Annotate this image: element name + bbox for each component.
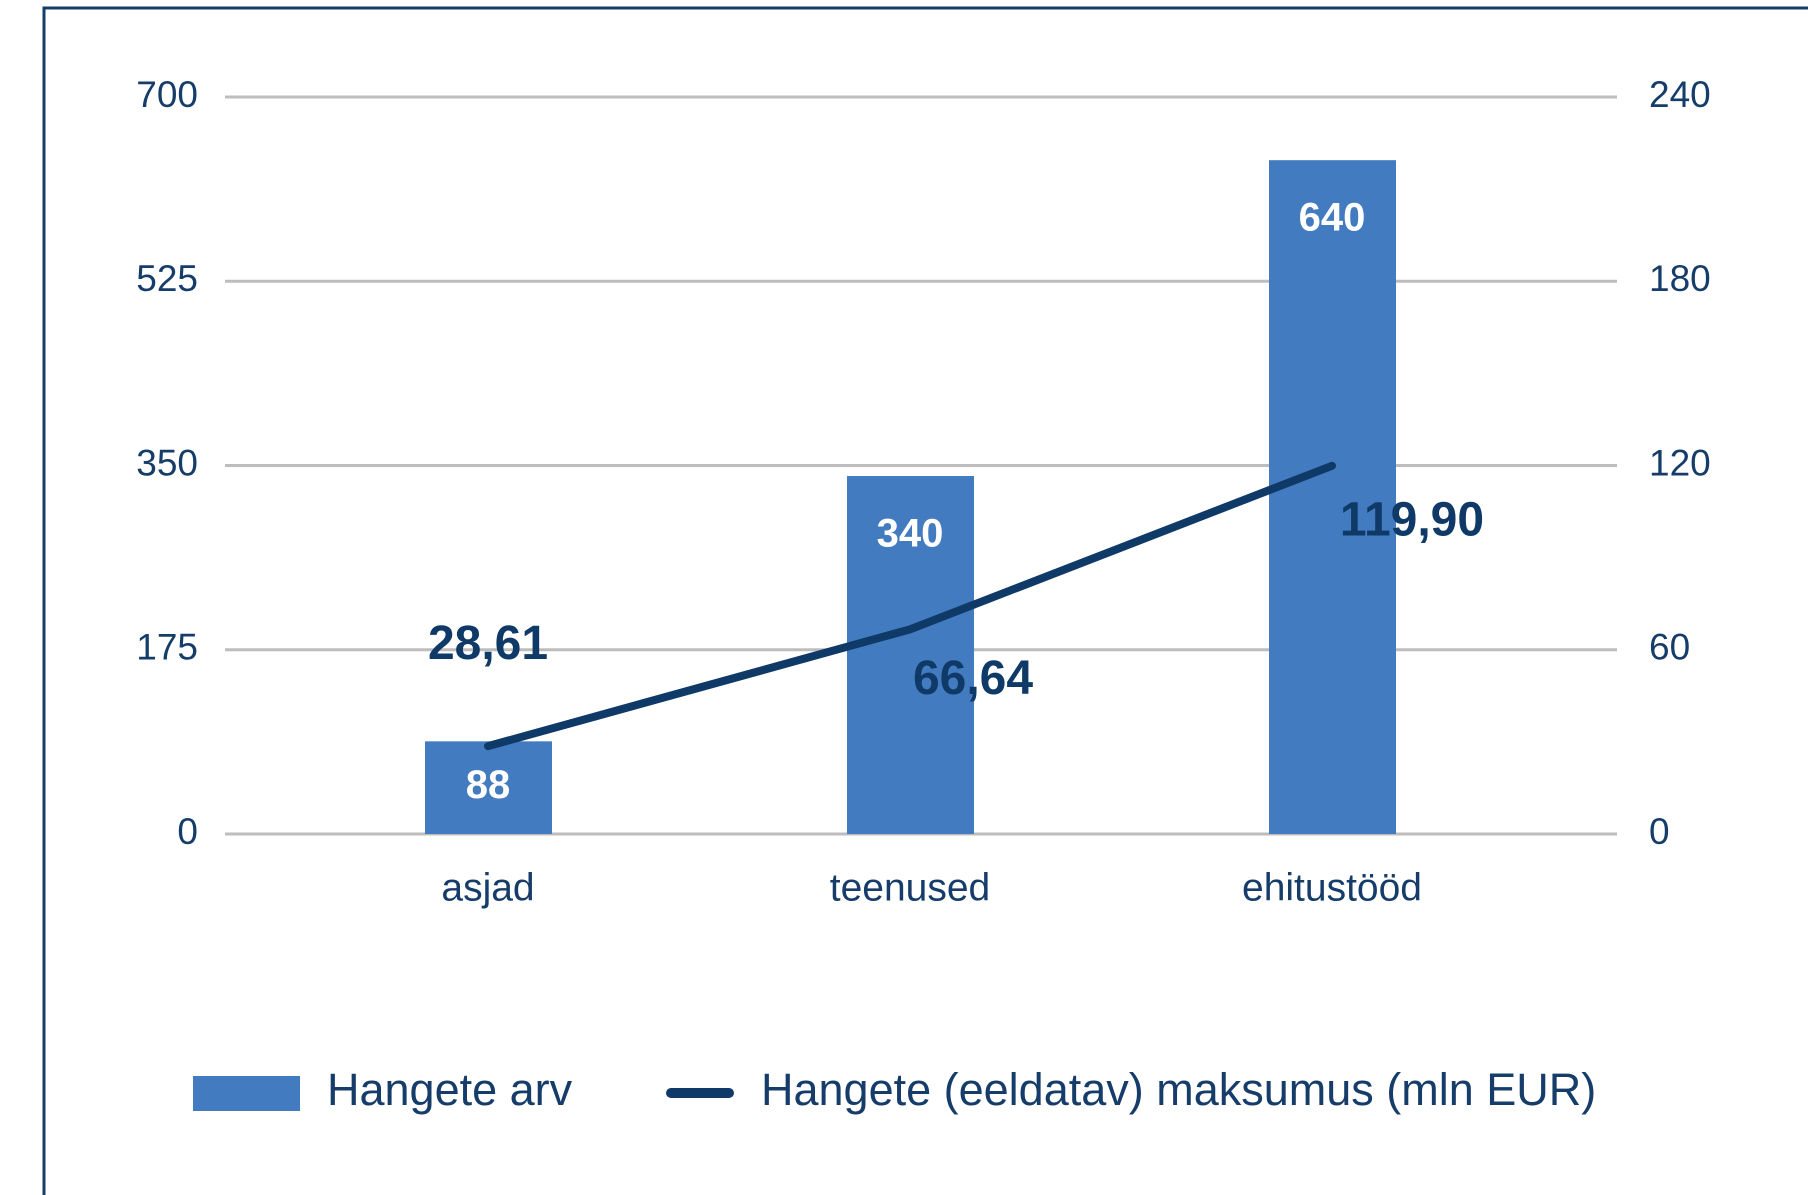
- bar: [425, 741, 552, 834]
- bar: [847, 476, 974, 834]
- bar-label: 88: [466, 763, 511, 807]
- bar-label: 340: [877, 512, 944, 556]
- x-tick-label: teenused: [830, 866, 990, 909]
- y-tick-label: 350: [136, 442, 198, 483]
- y-tick-label: 175: [136, 627, 198, 668]
- y-tick-label: 0: [177, 811, 198, 852]
- line-label: 66,64: [913, 652, 1033, 705]
- y2-tick-label: 0: [1649, 811, 1670, 852]
- bar: [1269, 160, 1396, 834]
- y2-tick-label: 240: [1649, 74, 1711, 115]
- frame: [42, 6, 1808, 1195]
- y2-tick-label: 180: [1649, 258, 1711, 299]
- x-tick-label: ehitustööd: [1242, 866, 1422, 909]
- y2-tick-label: 60: [1649, 627, 1690, 668]
- x-tick-label: asjad: [441, 866, 534, 909]
- y-tick-label: 525: [136, 258, 198, 299]
- line: [484, 461, 1336, 751]
- y-tick-label: 700: [136, 74, 198, 115]
- bar-label: 640: [1299, 196, 1366, 240]
- legend-swatch: [193, 1076, 300, 1111]
- legend-label: Hangete (eeldatav) maksumus (mln EUR): [761, 1064, 1596, 1115]
- line-label: 119,90: [1340, 493, 1484, 546]
- line-label: 28,61: [428, 617, 548, 670]
- legend-label: Hangete arv: [327, 1064, 573, 1115]
- y2-tick-label: 120: [1649, 442, 1711, 483]
